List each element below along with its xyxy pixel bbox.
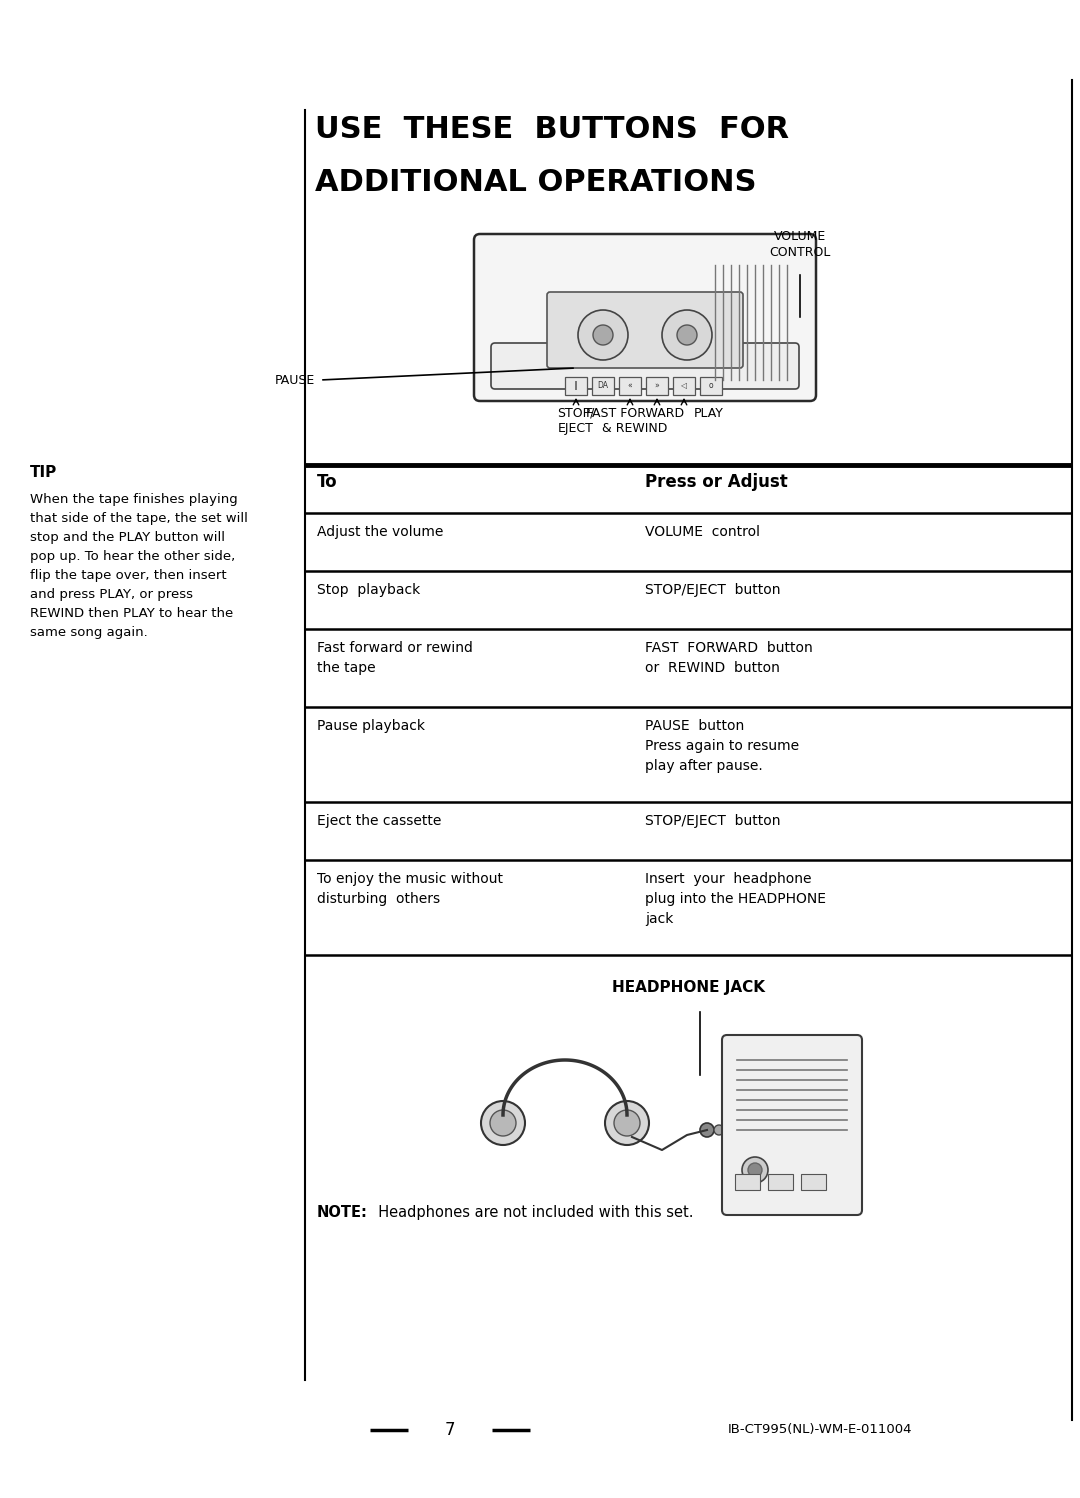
Circle shape xyxy=(714,1125,724,1135)
FancyBboxPatch shape xyxy=(546,292,743,369)
FancyBboxPatch shape xyxy=(474,234,816,401)
Bar xyxy=(735,1174,760,1189)
Text: Press or Adjust: Press or Adjust xyxy=(645,473,787,491)
Bar xyxy=(592,377,615,395)
Text: STOP/: STOP/ xyxy=(557,407,595,419)
Text: FAST FORWARD: FAST FORWARD xyxy=(586,407,684,419)
Text: Headphones are not included with this set.: Headphones are not included with this se… xyxy=(369,1204,693,1219)
FancyBboxPatch shape xyxy=(723,1035,862,1215)
Text: ◁: ◁ xyxy=(681,382,687,391)
Circle shape xyxy=(578,310,627,360)
Text: Stop  playback: Stop playback xyxy=(318,583,420,598)
Bar xyxy=(673,377,696,395)
Circle shape xyxy=(490,1110,516,1135)
Bar xyxy=(565,377,588,395)
Text: When the tape finishes playing: When the tape finishes playing xyxy=(30,493,238,506)
Text: same song again.: same song again. xyxy=(30,626,148,640)
Text: EJECT: EJECT xyxy=(558,422,594,434)
Circle shape xyxy=(615,1110,640,1135)
Bar xyxy=(801,1174,826,1189)
Text: and press PLAY, or press: and press PLAY, or press xyxy=(30,589,193,601)
Text: STOP/EJECT  button: STOP/EJECT button xyxy=(645,813,781,828)
Text: Fast forward or rewind
the tape: Fast forward or rewind the tape xyxy=(318,641,473,676)
Bar xyxy=(700,377,723,395)
Bar xyxy=(646,377,669,395)
Circle shape xyxy=(662,310,712,360)
Text: Adjust the volume: Adjust the volume xyxy=(318,524,444,539)
Text: FAST  FORWARD  button
or  REWIND  button: FAST FORWARD button or REWIND button xyxy=(645,641,813,676)
Bar xyxy=(619,377,642,395)
Text: VOLUME  control: VOLUME control xyxy=(645,524,760,539)
Text: Pause playback: Pause playback xyxy=(318,719,426,733)
Text: PLAY: PLAY xyxy=(694,407,724,419)
Text: Insert  your  headphone
plug into the HEADPHONE
jack: Insert your headphone plug into the HEAD… xyxy=(645,872,826,926)
Text: o: o xyxy=(708,382,713,391)
Circle shape xyxy=(605,1101,649,1144)
Circle shape xyxy=(677,325,697,345)
Circle shape xyxy=(593,325,613,345)
Text: «: « xyxy=(627,382,633,391)
Text: To enjoy the music without
disturbing  others: To enjoy the music without disturbing ot… xyxy=(318,872,503,906)
Text: that side of the tape, the set will: that side of the tape, the set will xyxy=(30,512,248,524)
Text: VOLUME
CONTROL: VOLUME CONTROL xyxy=(769,231,831,259)
Circle shape xyxy=(700,1124,714,1137)
Text: 7: 7 xyxy=(445,1422,456,1440)
Text: ‖: ‖ xyxy=(575,382,578,391)
Text: STOP/EJECT  button: STOP/EJECT button xyxy=(645,583,781,598)
Text: pop up. To hear the other side,: pop up. To hear the other side, xyxy=(30,550,235,563)
Bar xyxy=(768,1174,793,1189)
Text: REWIND then PLAY to hear the: REWIND then PLAY to hear the xyxy=(30,607,233,620)
FancyBboxPatch shape xyxy=(491,343,799,389)
Text: & REWIND: & REWIND xyxy=(603,422,667,434)
Text: PAUSE: PAUSE xyxy=(274,373,315,386)
Text: Eject the cassette: Eject the cassette xyxy=(318,813,442,828)
Text: IB-CT995(NL)-WM-E-011004: IB-CT995(NL)-WM-E-011004 xyxy=(728,1423,913,1437)
Circle shape xyxy=(748,1162,762,1177)
Text: ADDITIONAL OPERATIONS: ADDITIONAL OPERATIONS xyxy=(315,168,756,198)
Text: stop and the PLAY button will: stop and the PLAY button will xyxy=(30,530,225,544)
Text: USE  THESE  BUTTONS  FOR: USE THESE BUTTONS FOR xyxy=(315,115,789,144)
Text: HEADPHONE JACK: HEADPHONE JACK xyxy=(612,980,765,995)
Circle shape xyxy=(742,1156,768,1183)
Text: NOTE:: NOTE: xyxy=(318,1204,368,1219)
Text: DA: DA xyxy=(597,382,608,391)
Text: flip the tape over, then insert: flip the tape over, then insert xyxy=(30,569,227,583)
Text: »: » xyxy=(654,382,660,391)
Text: TIP: TIP xyxy=(30,464,57,479)
Circle shape xyxy=(481,1101,525,1144)
Text: To: To xyxy=(318,473,338,491)
Text: PAUSE  button
Press again to resume
play after pause.: PAUSE button Press again to resume play … xyxy=(645,719,799,773)
